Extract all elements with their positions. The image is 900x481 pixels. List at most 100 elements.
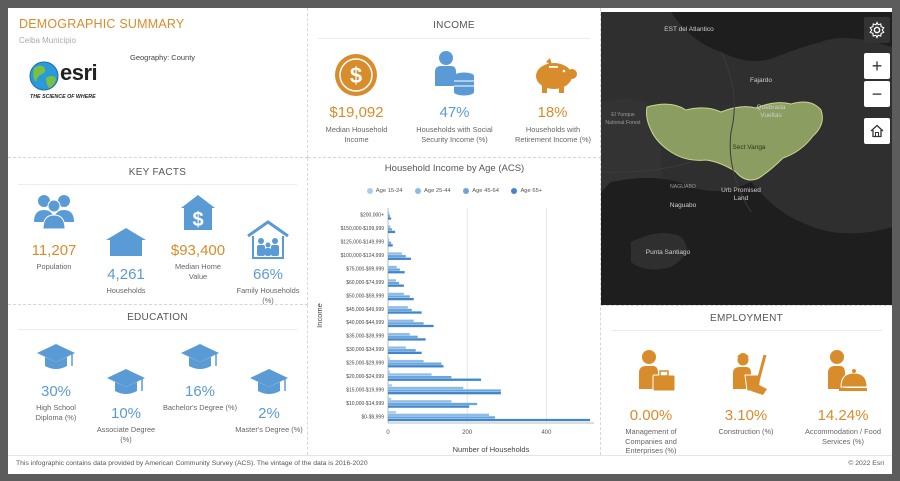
page-title: DEMOGRAPHIC SUMMARY [19, 17, 185, 31]
bar [388, 384, 392, 387]
briefcase-worker-icon [637, 349, 677, 400]
bar [388, 230, 396, 234]
globe-icon [29, 61, 59, 91]
map-label-naguabo: Naguabo [669, 202, 697, 209]
svg-text:$: $ [192, 209, 203, 231]
y-tick-label: $30,000-$34,999 [346, 347, 384, 353]
bar [388, 212, 390, 215]
highlighted-region[interactable] [646, 101, 823, 181]
legend-item-0[interactable]: Age 15-24 [366, 188, 403, 194]
bar [388, 295, 410, 298]
bar [388, 346, 406, 349]
bar [388, 370, 390, 374]
map-label-fajardo: Fajardo [749, 77, 773, 84]
settings-button[interactable] [864, 17, 890, 43]
emp-label-2: Accommodation / Food Services (%) [805, 427, 881, 446]
divider [611, 330, 882, 331]
bar [388, 411, 396, 414]
bar [388, 244, 393, 247]
footer-note: This infographic contains data provided … [16, 460, 368, 467]
bar [388, 217, 392, 220]
emp-value-0: 0.00% [629, 407, 673, 424]
bar [388, 405, 470, 408]
bar [388, 365, 444, 368]
income-by-age-chart-panel: Household Income by Age (ACS) Age 15-24 … [308, 158, 601, 455]
education-panel: EDUCATION 30% High School Diploma (%) 10… [8, 305, 308, 455]
legend-item-1[interactable]: Age 25-44 [415, 188, 451, 194]
education-title: EDUCATION [127, 312, 188, 323]
bar [388, 397, 392, 400]
bar [388, 319, 414, 322]
infographic-frame: DEMOGRAPHIC SUMMARY Ceiba Municipio Geog… [8, 8, 892, 474]
zoom-in-button[interactable]: + [864, 53, 890, 79]
y-tick-label: $75,000-$99,999 [346, 266, 384, 272]
bar [388, 324, 434, 328]
graduation-cap-icon [180, 342, 220, 377]
bar [388, 308, 412, 312]
edu-label-1: Associate Degree (%) [96, 425, 156, 444]
family-house-icon [246, 220, 290, 265]
y-tick-label: $15,000-$19,999 [346, 387, 384, 393]
income-title: INCOME [433, 20, 475, 31]
bar [388, 375, 452, 379]
bar [388, 357, 390, 360]
map-label-yunque: El Yunque National Forest [605, 112, 641, 126]
y-tick-label: $35,000-$39,999 [346, 334, 384, 340]
divider [18, 184, 297, 185]
y-tick-label: $100,000-$124,999 [341, 253, 385, 259]
edu-label-2: Bachelor's Degree (%) [162, 403, 238, 412]
legend-item-2[interactable]: Age 45-64 [463, 188, 499, 194]
bar [388, 281, 400, 285]
y-tick-label: $40,000-$44,999 [346, 320, 384, 326]
map-label-urb: Urb Promised Land [721, 187, 761, 202]
map-view[interactable]: EST del Atlantico Fajardo Quebrada Vuelt… [601, 12, 892, 305]
bar [388, 241, 392, 244]
bar [388, 338, 426, 341]
home-button[interactable] [864, 118, 890, 144]
y-tick-label: $150,000-$199,999 [341, 226, 385, 232]
bar [388, 418, 591, 422]
bar [388, 279, 396, 282]
bar [388, 413, 490, 416]
bar [388, 257, 411, 260]
bar [388, 362, 442, 365]
x-tick-label: 0 [386, 430, 390, 436]
bar [388, 292, 404, 296]
x-axis-label: Number of Households [453, 445, 530, 454]
bar [388, 335, 418, 338]
food-service-icon [827, 349, 868, 400]
bar [388, 228, 392, 231]
map-label-punta: Punta Santiago [645, 249, 691, 256]
home-value-value: $93,400 [170, 242, 226, 259]
bar [388, 349, 416, 352]
bar [388, 255, 406, 258]
bar [388, 402, 478, 406]
geography-label: Geography: County [130, 53, 196, 62]
bar [388, 389, 501, 392]
map-canvas[interactable] [601, 12, 892, 305]
edu-value-0: 30% [40, 383, 72, 400]
employment-panel: EMPLOYMENT 0.00% Management of Companies… [601, 305, 892, 455]
bar [388, 284, 404, 287]
bar [388, 268, 400, 271]
y-tick-label: $125,000-$149,999 [341, 240, 385, 246]
emp-value-2: 14.24% [817, 407, 869, 424]
y-tick-label: $25,000-$29,999 [346, 361, 384, 367]
bar [388, 265, 397, 269]
bar [388, 333, 410, 336]
income-value-1: 47% [439, 104, 470, 121]
employment-title: EMPLOYMENT [709, 313, 783, 324]
map-label-quebrada: Quebrada Vueltas [756, 104, 786, 119]
y-tick-label: $10,000-$14,999 [346, 401, 384, 407]
graduation-cap-icon [106, 367, 146, 402]
legend-item-3[interactable]: Age 65+ [511, 188, 542, 194]
households-label: Households [106, 286, 146, 295]
bar [388, 214, 390, 218]
gear-icon [869, 21, 885, 39]
income-label-2: Households with Retirement Income (%) [515, 125, 591, 144]
y-axis-label: Income [315, 303, 324, 328]
page-subtitle: Ceiba Municipio [19, 36, 76, 45]
y-tick-label: $50,000-$59,999 [346, 293, 384, 299]
bar [388, 252, 402, 255]
zoom-out-button[interactable]: − [864, 81, 890, 107]
